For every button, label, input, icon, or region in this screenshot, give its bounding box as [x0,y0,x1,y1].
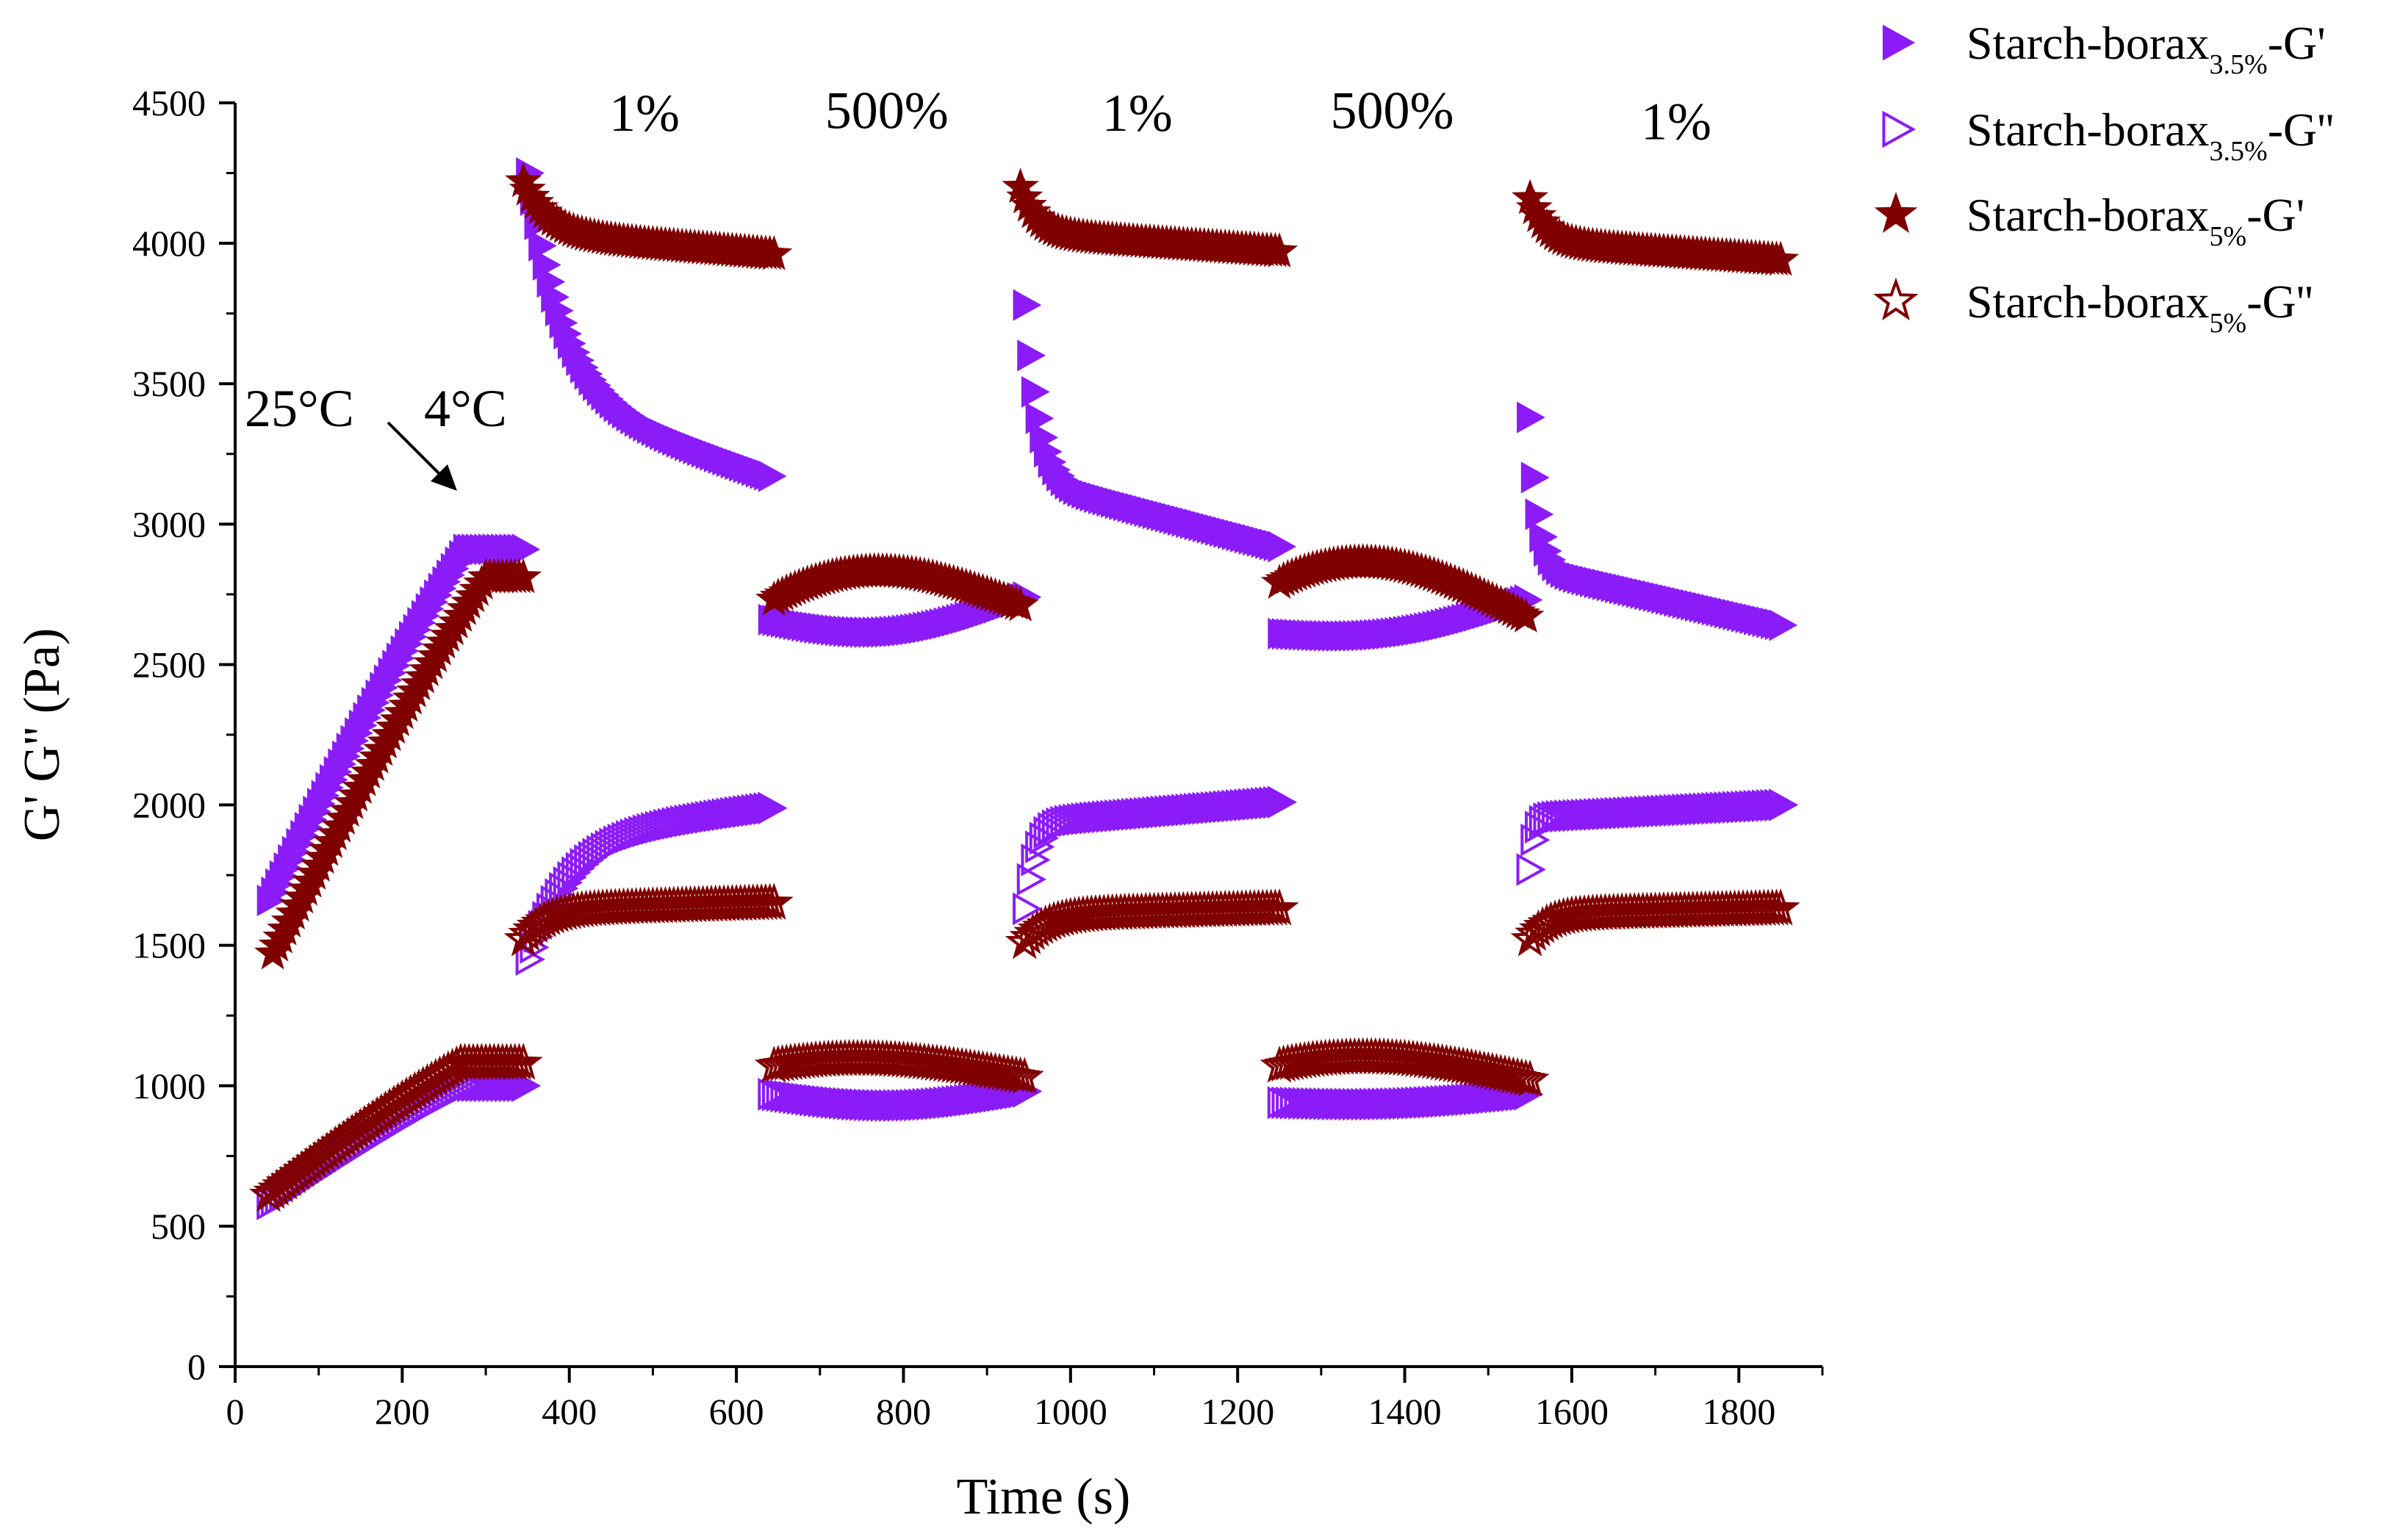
legend-marker [1883,24,1916,61]
series-layer [248,157,1800,1220]
legend-item: Starch-borax3.5%-G' [1883,17,2326,80]
y-tick-label: 2500 [132,644,206,685]
y-tick-label: 4000 [132,223,206,264]
legend-marker [1882,110,1916,148]
legend-label: Starch-borax3.5%-G' [1966,17,2326,80]
legend-item: Starch-borax5%-G' [1874,189,2304,252]
y-tick-label: 2000 [132,785,206,826]
arrow-icon [387,421,457,491]
data-point [1268,530,1297,563]
data-point [1768,788,1799,821]
data-point [1017,339,1046,372]
annotation-temp-start: 25°C [245,379,354,438]
legend-item: Starch-borax5%-G'' [1873,276,2313,339]
data-point [1016,863,1047,896]
data-point [1002,586,1039,622]
x-tick-label: 0 [226,1391,245,1432]
data-point [1260,232,1298,268]
data-point [1260,888,1299,926]
data-point [1517,401,1545,433]
y-tick-label: 0 [187,1346,206,1387]
series-2 [256,785,1799,1220]
data-point [511,1069,542,1103]
strain-labels: 1% 500% 1% 500% 1% [609,81,1711,151]
data-point [1267,785,1298,819]
x-tick-label: 200 [375,1391,430,1432]
data-point [1013,892,1043,926]
y-tick-label: 500 [151,1206,206,1247]
data-point [758,460,787,492]
data-point [1021,843,1051,877]
data-point [1013,289,1042,321]
data-point [1761,240,1800,276]
y-tick-label: 4500 [132,82,206,123]
data-point [1259,786,1289,820]
y-axis-title: G' G'' (Pa) [14,628,71,842]
data-point [515,943,545,976]
data-point [1516,853,1546,886]
legend-label: Starch-borax5%-G' [1966,189,2304,252]
data-point [503,1043,543,1080]
strain-label: 1% [609,84,680,143]
legend-marker [1874,192,1918,233]
x-tick-label: 400 [542,1391,597,1432]
y-tick-label: 3000 [132,503,206,544]
strain-label: 500% [1331,81,1454,140]
legend-label: Starch-borax3.5%-G'' [1966,104,2334,167]
data-point [754,882,794,920]
axes: 0 200 400 600 800 1000 1200 1400 1600 1800 0 500 100… [14,82,1824,1525]
x-tick-label: 1400 [1368,1391,1442,1432]
strain-label: 1% [1102,84,1173,143]
data-point [1263,785,1293,819]
x-axis-title: Time (s) [957,1469,1131,1525]
y-tick-label: 1000 [132,1065,206,1107]
legend-label: Starch-borax5%-G'' [1966,276,2313,339]
x-tick-label: 1000 [1034,1391,1107,1432]
x-tick-label: 1600 [1535,1391,1609,1432]
strain-label: 1% [1641,93,1711,151]
data-point [1760,788,1790,822]
series-4 [248,882,1800,1212]
annotations: 25°C 4°C [245,379,507,491]
legend-marker [1873,277,1919,321]
y-tick-label: 1500 [132,925,206,966]
data-point [1510,1059,1550,1097]
data-point [753,792,783,826]
x-tick-label: 1200 [1201,1391,1274,1432]
legend-item: Starch-borax3.5%-G'' [1882,104,2334,167]
x-tick-label: 1800 [1702,1391,1775,1432]
data-point [749,793,780,826]
y-tick-label: 3500 [132,363,206,404]
data-point [1520,461,1550,494]
data-point [1761,888,1800,926]
data-point [755,234,793,270]
data-point [1507,597,1545,633]
data-point [1525,498,1554,530]
annotation-temp-end: 4°C [424,379,507,438]
data-point [1764,788,1794,822]
x-tick-label: 800 [876,1391,931,1432]
strain-label: 500% [825,81,949,140]
data-point [1005,1057,1044,1094]
x-tick-label: 600 [709,1391,764,1432]
data-point [1769,609,1798,641]
data-point [511,533,541,566]
series-3 [254,162,1800,970]
data-point [505,558,542,594]
data-point [1021,375,1050,408]
data-point [758,791,788,825]
legend: Starch-borax3.5%-G' Starch-borax3.5%-G'' S… [1873,17,2334,339]
